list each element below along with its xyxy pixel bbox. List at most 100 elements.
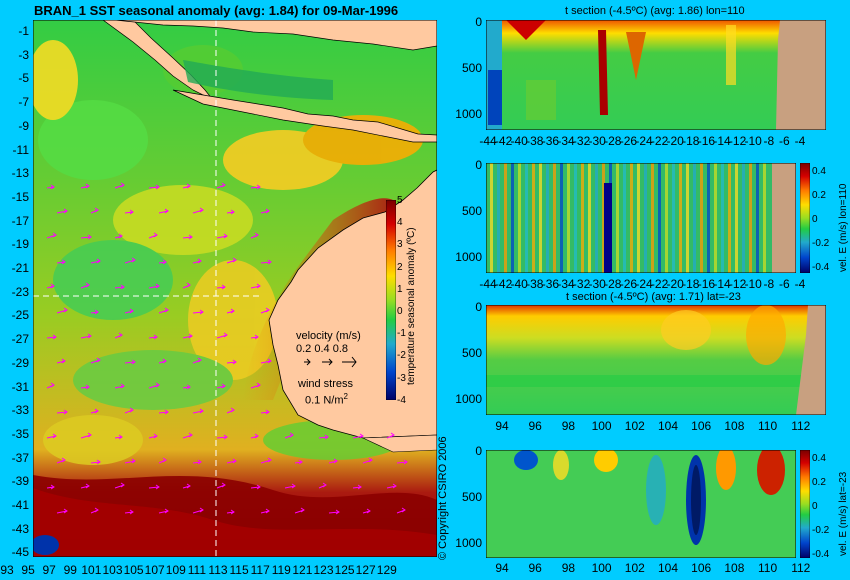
wind-vector-arrow — [56, 508, 68, 514]
panel1-x-tick: -40 — [510, 134, 528, 148]
panel4-colorbar-tick: 0 — [812, 501, 818, 512]
sst-colorbar-tick: 5 — [397, 195, 403, 206]
wind-vector-arrow — [294, 459, 303, 465]
lon-tick-label: 129 — [376, 563, 397, 577]
panel1-temp-section-lon110 — [486, 20, 826, 130]
wind-vector-arrow — [56, 457, 66, 464]
wind-vector-arrow — [148, 382, 160, 389]
lat-tick-label: -45 — [11, 545, 29, 560]
velocity-stripe — [749, 163, 752, 273]
wind-vector-arrow — [182, 432, 193, 439]
panel2-y-tick: 0 — [475, 158, 482, 172]
velocity-stripe — [707, 163, 710, 273]
wind-vector-arrow — [124, 407, 134, 414]
wind-vector-arrow — [114, 233, 123, 239]
velocity-stripe — [560, 163, 563, 273]
wind-vector-arrow — [46, 184, 55, 190]
wind-vector-arrow — [216, 383, 226, 389]
wind-vector-arrow — [56, 409, 68, 415]
wind-vector-arrow — [124, 257, 136, 264]
wind-vector-arrow — [396, 459, 408, 465]
wind-vector-arrow — [216, 482, 226, 489]
panel1-x-tick: -20 — [666, 134, 684, 148]
velocity-stripe — [497, 163, 500, 273]
wind-vector-arrow — [46, 433, 57, 439]
wind-vector-arrow — [226, 209, 235, 215]
lat-tick-label: -41 — [11, 498, 29, 512]
wind-scale: 0.1 N/m2 — [305, 392, 348, 407]
panel2-x-tick: -34 — [557, 277, 575, 291]
wind-vector-arrow — [182, 483, 191, 489]
wind-vector-arrow — [226, 359, 237, 365]
wind-vector-arrow — [226, 458, 237, 464]
velocity-stripe — [504, 163, 507, 273]
velocity-stripe — [735, 163, 738, 273]
wind-vector-arrow — [362, 457, 373, 464]
map-cold-eddy — [33, 535, 59, 555]
wind-vector-arrow — [260, 259, 272, 265]
wind-vector-arrow — [124, 359, 136, 365]
lat-tick-label: -37 — [11, 450, 29, 465]
wind-vector-arrow — [260, 208, 270, 214]
panel3-x-tick: 110 — [758, 419, 778, 433]
panel4-x-tick: 104 — [657, 561, 679, 575]
velocity-stripe-strong — [604, 183, 612, 273]
velocity-stripe — [490, 163, 493, 273]
panel3-x-tick: 102 — [624, 419, 645, 433]
wind-vector-arrow — [158, 409, 169, 415]
wind-vector-arrow — [124, 509, 134, 515]
wind-vector-arrow — [148, 334, 158, 340]
wind-vector-arrow — [216, 284, 226, 290]
lat-tick-label: -29 — [11, 355, 29, 370]
panel3-x-tick: 106 — [691, 419, 712, 433]
lat-tick-label: -5 — [18, 71, 29, 86]
velocity-stripe — [679, 163, 682, 273]
panel2-colorbar-tick: -0.4 — [812, 262, 830, 273]
velocity-stripe — [623, 163, 626, 273]
wind-vector-arrow — [80, 282, 90, 289]
velocity-stripe — [567, 163, 570, 273]
panel4-colorbar — [800, 450, 810, 558]
velocity-stripe — [511, 163, 514, 273]
velocity-stripe — [693, 163, 696, 273]
wind-vector-arrow — [46, 382, 55, 389]
panel3-x-tick: 98 — [561, 419, 576, 433]
wind-vector-arrow — [46, 484, 55, 490]
panel2-x-tick: -38 — [526, 277, 544, 291]
wind-vector-arrow — [250, 283, 261, 289]
panel1-x-tick: -4 — [794, 134, 806, 148]
panel3-y-tick: 500 — [461, 346, 482, 360]
wind-vector-arrow — [80, 483, 90, 489]
panel3-y-tick: 0 — [475, 300, 482, 314]
wind-vector-arrow — [80, 183, 90, 189]
lon-tick-label: 113 — [208, 563, 228, 577]
velocity-stripe — [532, 163, 535, 273]
lat-tick-label: -1 — [18, 24, 29, 38]
panel2-x-tick: -18 — [682, 277, 700, 291]
wind-vector-arrow — [386, 432, 395, 439]
wind-vector-arrow — [80, 333, 92, 339]
wind-vector-arrow — [182, 234, 193, 240]
panel4-x-tick: 98 — [561, 561, 576, 575]
wind-vector-arrow — [216, 434, 228, 440]
wind-vector-arrow — [56, 307, 68, 314]
panel3-x-tick: 94 — [495, 419, 509, 433]
wind-vector-arrow — [114, 332, 123, 339]
panel2-colorbar-tick: 0 — [812, 214, 818, 225]
wind-vector-arrow — [124, 209, 134, 215]
wind-vector-arrow — [250, 484, 261, 490]
wind-vector-arrow — [386, 483, 397, 489]
velocity-stripe — [574, 163, 577, 273]
wind-label: wind stress — [298, 378, 354, 390]
panel2-colorbar — [800, 163, 810, 273]
velocity-stripe — [630, 163, 633, 273]
panel1-x-tick: -30 — [588, 134, 606, 148]
wind-vector-arrow — [192, 357, 202, 364]
lon-tick-label: 95 — [21, 563, 35, 577]
wind-vector-arrow — [226, 257, 237, 264]
wind-vector-arrow — [250, 382, 261, 389]
lon-tick-label: 99 — [63, 563, 77, 577]
velocity-stripe — [588, 163, 591, 273]
wind-vector-arrow — [216, 233, 228, 239]
lon-tick-label: 121 — [292, 563, 313, 577]
